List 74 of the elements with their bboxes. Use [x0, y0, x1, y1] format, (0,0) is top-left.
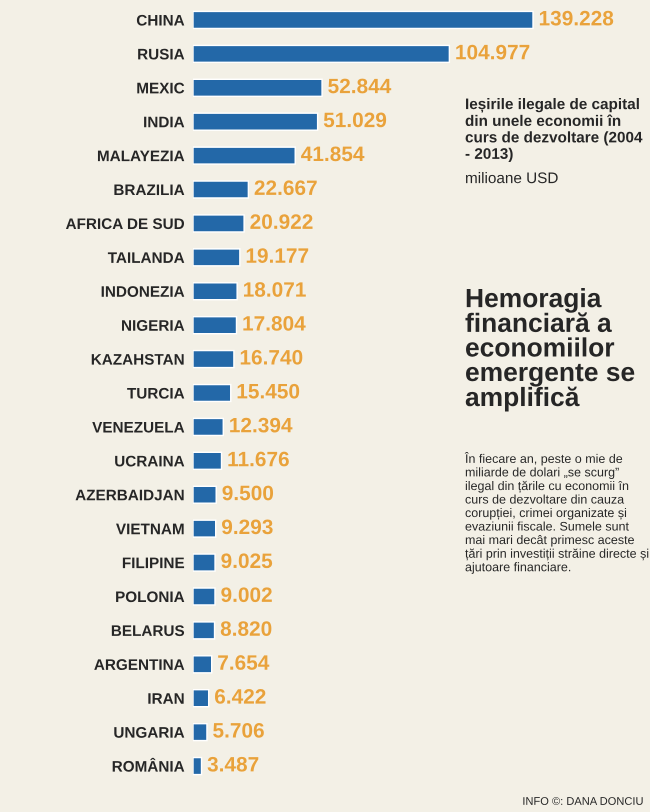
- data-label: 11.676: [228, 452, 289, 466]
- y-tick-label: MALAYEZIA: [98, 150, 184, 162]
- bar: [193, 316, 238, 334]
- bar: [193, 418, 224, 436]
- data-label: 18.071: [244, 282, 306, 297]
- data-label: 9.293: [222, 519, 273, 534]
- y-tick-label: AFRICA DE SUD: [66, 218, 184, 230]
- data-label: 51.029: [324, 112, 386, 128]
- bar: [193, 78, 323, 97]
- bar: [193, 180, 250, 199]
- bar: [193, 248, 241, 267]
- y-tick-label: VENEZUELA: [92, 422, 184, 433]
- y-tick-label: KAZAHSTAN: [92, 354, 184, 365]
- text: Ieșirile ilegale de capital din unele economii în curs de dezvoltare (2004 - 2013): [466, 98, 642, 162]
- data-label: 9.500: [222, 486, 274, 500]
- data-label: 5.706: [213, 722, 264, 738]
- y-tick-label: AZERBAIDJAN: [76, 490, 184, 500]
- data-label: 12.394: [230, 418, 292, 433]
- bar: [193, 519, 216, 538]
- data-label: 9.002: [221, 587, 272, 602]
- data-label: 19.177: [246, 248, 308, 263]
- y-tick-label: MEXIC: [137, 82, 184, 94]
- data-label: 8.820: [220, 621, 272, 636]
- y-tick-label: POLONIA: [116, 591, 184, 602]
- data-label: 7.654: [218, 655, 270, 670]
- text: INFO ©: DANA DONCIU: [523, 797, 643, 805]
- data-label: 6.422: [215, 689, 266, 704]
- bar: [193, 350, 235, 368]
- annotation: milioane USD: [466, 172, 558, 184]
- bar: [193, 384, 232, 402]
- data-label: 17.804: [243, 316, 306, 331]
- y-tick-label: BRAZILIA: [114, 184, 184, 196]
- y-tick-label: UCRAINA: [115, 456, 184, 467]
- bar: [193, 689, 210, 708]
- y-tick-label: UNGARIA: [114, 727, 184, 738]
- bar: [193, 655, 212, 674]
- y-tick-label: IRAN: [148, 693, 184, 704]
- bar: [193, 587, 216, 606]
- data-label: 22.667: [254, 180, 317, 196]
- bar: [193, 214, 245, 233]
- data-label: 3.487: [208, 756, 258, 772]
- y-tick-label: TAILANDA: [108, 252, 184, 263]
- y-tick-label: TURCIA: [127, 388, 184, 399]
- data-label: 9.025: [221, 553, 272, 568]
- y-tick-label: ARGENTINA: [94, 659, 184, 670]
- y-tick-label: INDIA: [144, 116, 184, 128]
- y-tick-label: BELARUS: [112, 625, 184, 636]
- bar: [193, 486, 217, 504]
- bar: [193, 10, 534, 30]
- data-label: 139.228: [540, 10, 614, 26]
- text: În fiecare an, peste o mie de miliarde de dolari „se scurg” ilegal din țările cu economii în curs de dezvoltare din cauza corupției, crimei organizate și evaziunii fiscale. Sumele sunt mai mari decât primesc aceste țări prin investiții străine directe și ajutoare financiare.: [464, 452, 648, 574]
- bar: [193, 722, 208, 742]
- bar: [193, 553, 216, 572]
- y-tick-label: RUSIA: [138, 48, 184, 60]
- bar: [193, 621, 216, 640]
- text: Hemoragia financiară a economiilor emergente se amplifică: [465, 288, 634, 412]
- bar: [193, 112, 318, 131]
- y-tick-label: FILIPINE: [122, 558, 184, 568]
- y-tick-label: NIGERIA: [122, 320, 184, 331]
- data-label: 104.977: [456, 44, 530, 60]
- y-tick-label: VIETNAM: [116, 524, 184, 534]
- bar: [193, 452, 222, 470]
- data-label: 41.854: [301, 146, 364, 162]
- y-tick-label: ROMÂNIA: [112, 758, 184, 772]
- data-label: 52.844: [328, 78, 392, 94]
- data-label: 20.922: [250, 214, 313, 230]
- bar: [193, 756, 202, 776]
- bar: [193, 146, 296, 165]
- bar: [193, 282, 238, 300]
- y-tick-label: CHINA: [136, 14, 184, 26]
- bar: [193, 44, 450, 64]
- data-label: 16.740: [240, 350, 302, 365]
- y-tick-label: INDONEZIA: [102, 286, 184, 297]
- data-label: 15.450: [238, 384, 300, 399]
